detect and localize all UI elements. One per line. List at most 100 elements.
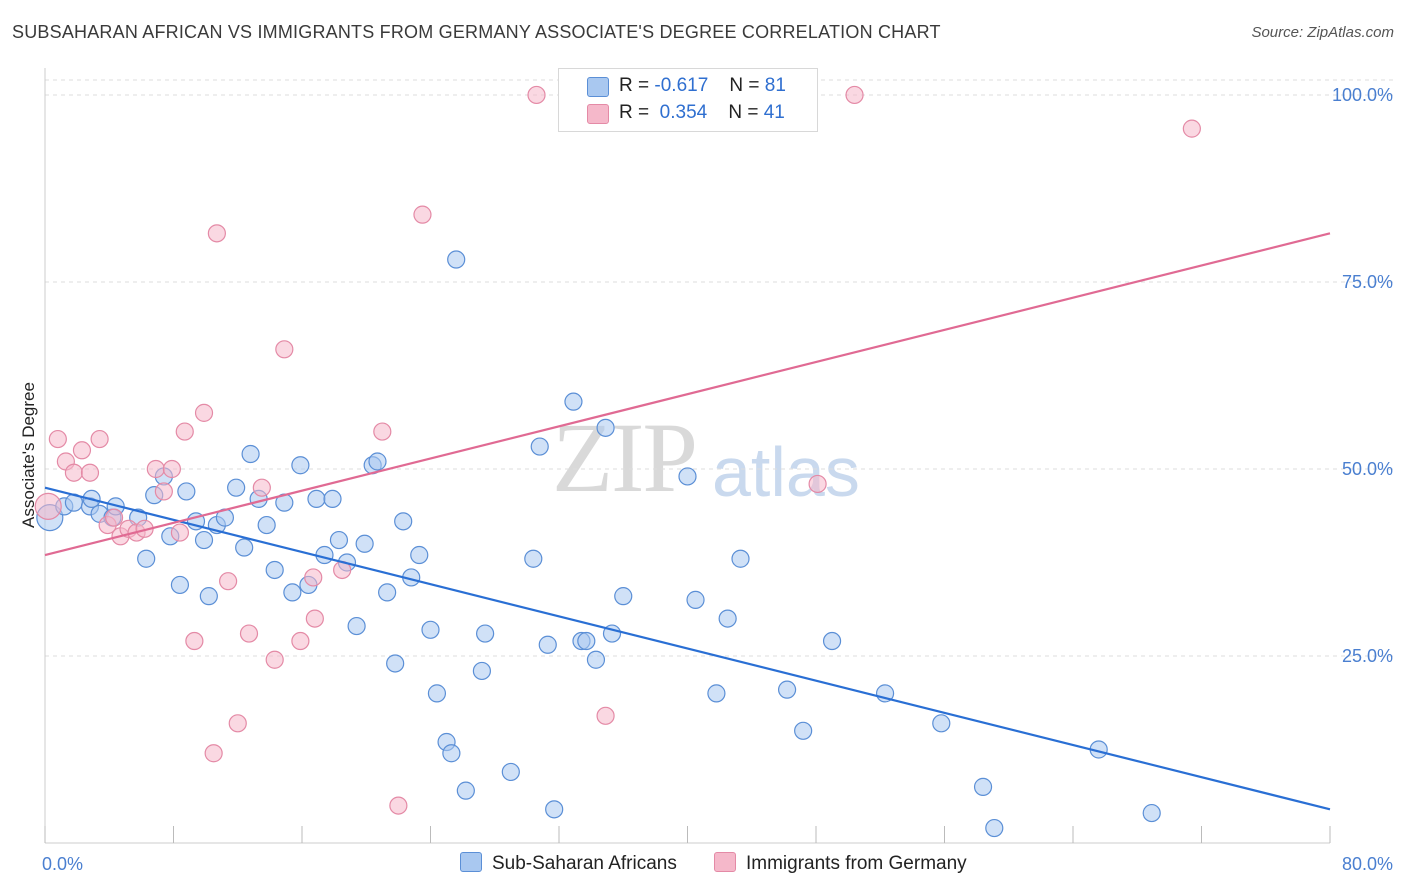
data-point-sub-saharan xyxy=(678,467,697,486)
data-point-sub-saharan xyxy=(194,530,214,550)
legend-r-label: R = xyxy=(619,75,650,96)
watermark-zip: ZIP xyxy=(552,402,698,513)
data-point-germany xyxy=(64,463,84,482)
bottom-legend-blue: Sub-Saharan Africans xyxy=(460,852,677,875)
data-point-sub-saharan xyxy=(427,684,447,703)
legend-swatch-pink xyxy=(587,104,609,124)
data-point-germany xyxy=(1182,119,1201,138)
data-point-sub-saharan xyxy=(707,684,726,703)
y-tick-label: 100.0% xyxy=(1332,85,1393,105)
data-point-sub-saharan xyxy=(170,575,190,595)
data-point-sub-saharan xyxy=(586,650,606,669)
data-point-sub-saharan xyxy=(794,721,813,740)
watermark-atlas: atlas xyxy=(712,433,860,511)
data-point-sub-saharan xyxy=(530,437,549,456)
data-point-sub-saharan xyxy=(472,661,491,681)
data-point-germany xyxy=(48,429,67,449)
legend-n-label: N = xyxy=(728,102,759,123)
data-point-germany xyxy=(305,609,324,628)
data-point-germany xyxy=(239,624,259,643)
data-point-germany xyxy=(527,85,546,105)
trend-line-sub-saharan xyxy=(44,486,1331,811)
data-point-germany xyxy=(808,474,827,494)
data-point-germany xyxy=(175,422,194,441)
data-point-sub-saharan xyxy=(329,530,349,550)
trend-line-germany xyxy=(44,232,1331,557)
data-point-sub-saharan xyxy=(524,549,543,568)
data-point-sub-saharan xyxy=(985,818,1004,838)
axes xyxy=(44,68,1331,844)
data-point-sub-saharan xyxy=(596,418,615,437)
data-point-germany xyxy=(72,441,92,460)
legend-r-label: R = xyxy=(619,102,650,123)
legend-r-value: 0.354 xyxy=(659,102,708,123)
data-point-sub-saharan xyxy=(307,489,326,509)
data-point-germany xyxy=(90,429,109,449)
data-point-sub-saharan xyxy=(501,762,520,782)
data-point-sub-saharan xyxy=(347,616,366,636)
bottom-legend-swatch-pink xyxy=(714,852,736,872)
legend-n-value: 41 xyxy=(763,102,785,123)
data-point-germany xyxy=(373,422,392,441)
data-point-germany xyxy=(228,714,247,733)
bottom-legend-swatch-blue xyxy=(460,852,482,872)
data-point-germany xyxy=(304,568,323,587)
source-label: Source: ZipAtlas.com xyxy=(1251,24,1394,41)
data-point-sub-saharan xyxy=(777,680,797,699)
tick-labels: 25.0% 50.0% 75.0% 100.0% 0.0% 80.0% xyxy=(42,85,1393,874)
data-point-sub-saharan xyxy=(283,583,302,602)
data-point-sub-saharan xyxy=(614,587,633,606)
bottom-legend-label-blue: Sub-Saharan Africans xyxy=(492,853,677,874)
y-tick-label: 75.0% xyxy=(1342,272,1393,292)
data-point-germany xyxy=(104,508,124,527)
data-point-sub-saharan xyxy=(731,549,750,568)
data-point-germany xyxy=(154,482,173,501)
data-point-germany xyxy=(596,706,615,725)
series-sub-saharan-points xyxy=(36,250,1161,838)
legend-text-blue: R = -0.617 N = 81 xyxy=(619,75,786,97)
data-point-sub-saharan xyxy=(973,777,993,796)
trend-lines xyxy=(44,232,1331,811)
data-point-germany xyxy=(207,224,226,243)
data-point-sub-saharan xyxy=(545,800,564,819)
data-point-sub-saharan xyxy=(932,714,951,733)
data-point-sub-saharan xyxy=(538,635,557,654)
legend-r-value: -0.617 xyxy=(654,75,709,96)
chart-title: SUBSAHARAN AFRICAN VS IMMIGRANTS FROM GE… xyxy=(12,22,941,42)
data-point-germany xyxy=(413,205,432,224)
data-point-sub-saharan xyxy=(355,534,374,553)
correlation-legend: R = -0.617 N = 81 R = 0.354 N = 41 xyxy=(558,68,818,132)
data-point-sub-saharan xyxy=(822,631,842,651)
data-point-sub-saharan xyxy=(378,583,397,602)
data-point-germany xyxy=(194,403,214,422)
data-point-germany xyxy=(34,492,62,520)
data-point-germany xyxy=(170,523,190,542)
data-point-germany xyxy=(845,85,864,105)
data-point-germany xyxy=(80,463,100,482)
data-point-germany xyxy=(291,631,310,651)
data-point-sub-saharan xyxy=(235,538,254,557)
data-point-germany xyxy=(252,478,271,497)
data-point-sub-saharan xyxy=(718,609,737,628)
data-point-sub-saharan xyxy=(177,482,196,501)
x-tick-label-min: 0.0% xyxy=(42,854,83,874)
data-point-sub-saharan xyxy=(137,549,156,568)
data-point-sub-saharan xyxy=(386,654,405,673)
data-point-sub-saharan xyxy=(686,590,705,609)
data-point-germany xyxy=(185,631,204,651)
legend-text-pink: R = 0.354 N = 41 xyxy=(619,102,785,124)
x-tick-label-max: 80.0% xyxy=(1342,854,1393,874)
data-point-sub-saharan xyxy=(315,545,334,565)
y-axis-label: Associate's Degree xyxy=(19,382,38,528)
data-point-sub-saharan xyxy=(456,781,475,800)
y-tick-label: 25.0% xyxy=(1342,646,1393,666)
data-point-sub-saharan xyxy=(421,620,440,639)
data-point-sub-saharan xyxy=(442,744,461,763)
gridlines xyxy=(45,79,1395,657)
data-point-germany xyxy=(265,650,284,669)
data-point-sub-saharan xyxy=(241,444,260,464)
y-tick-label: 50.0% xyxy=(1342,459,1393,479)
legend-n-value: 81 xyxy=(764,75,786,96)
data-point-sub-saharan xyxy=(410,545,429,565)
